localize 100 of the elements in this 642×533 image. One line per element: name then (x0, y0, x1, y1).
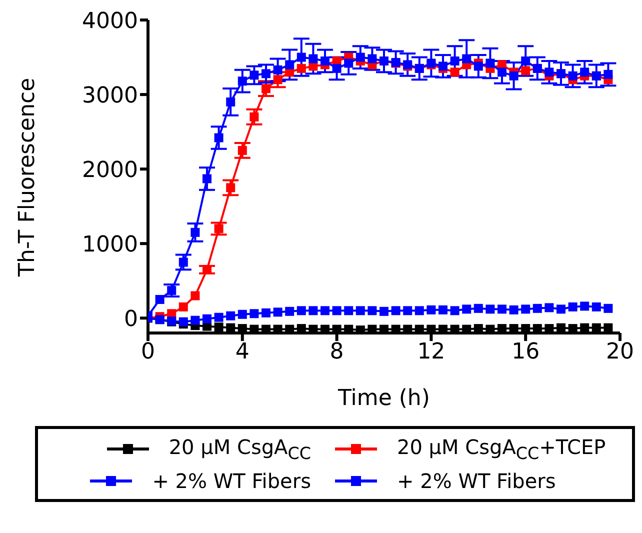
point (604, 323, 613, 332)
point (568, 71, 578, 80)
point (391, 306, 400, 316)
point (356, 306, 365, 316)
point (190, 316, 200, 325)
point (604, 70, 613, 79)
point (285, 60, 294, 70)
point (320, 56, 330, 66)
y-tick-label: 3000 (82, 83, 138, 108)
point (202, 314, 212, 324)
point (238, 146, 247, 155)
point (521, 66, 530, 76)
point (368, 306, 377, 316)
point (438, 305, 448, 314)
point (250, 112, 259, 122)
point (474, 62, 483, 71)
point (544, 68, 554, 77)
point (332, 64, 342, 73)
point (262, 84, 270, 94)
point (238, 76, 247, 86)
point (380, 306, 388, 316)
x-tick-label: 4 (235, 340, 250, 365)
point (214, 322, 224, 332)
point (226, 311, 236, 320)
point (344, 58, 354, 68)
point (462, 304, 472, 314)
point (250, 70, 259, 80)
point (296, 52, 306, 62)
point (155, 294, 164, 304)
point (332, 306, 342, 316)
point (509, 71, 518, 80)
point (308, 54, 318, 64)
x-tick-label: 20 (606, 340, 634, 365)
point (521, 56, 530, 66)
legend-label: + 2% WT Fibers (397, 469, 556, 493)
point (296, 64, 306, 73)
legend-label: 20 μM CsgA$_{CC}$ (168, 435, 311, 463)
point (226, 323, 236, 332)
point (498, 68, 506, 77)
point (214, 224, 224, 234)
point (509, 305, 518, 314)
point (414, 306, 424, 316)
point (214, 133, 224, 142)
legend-label: 20 μM CsgA$_{CC}$+TCEP (397, 435, 606, 463)
x-tick-label: 16 (512, 340, 540, 365)
x-tick-label: 8 (330, 340, 344, 365)
point (167, 286, 176, 296)
point (580, 323, 590, 332)
point (544, 303, 554, 312)
y-tick-label: 0 (124, 306, 138, 332)
legend-label: + 2% WT Fibers (152, 469, 311, 493)
point (344, 306, 354, 316)
x-tick-label: 12 (417, 340, 446, 365)
point (202, 174, 212, 184)
point (604, 304, 613, 313)
point (190, 291, 200, 300)
point (190, 228, 200, 237)
point (498, 304, 506, 314)
point (474, 304, 483, 313)
point (178, 302, 188, 312)
point (450, 306, 460, 316)
point (273, 75, 282, 84)
y-tick-label: 4000 (82, 8, 138, 34)
point (226, 183, 236, 192)
point (556, 304, 566, 314)
point (296, 306, 306, 316)
point (262, 308, 270, 318)
point (592, 302, 601, 312)
y-tick-label: 2000 (82, 158, 138, 183)
point (273, 65, 282, 74)
point (450, 68, 460, 77)
y-tick-label: 1000 (82, 232, 138, 258)
point (556, 323, 566, 332)
point (486, 58, 495, 68)
point (450, 56, 460, 66)
x-axis-title: Time (h) (337, 386, 430, 411)
point (178, 258, 188, 267)
point (214, 312, 224, 322)
x-tick-label: 0 (141, 340, 155, 365)
point (580, 302, 590, 311)
point (356, 52, 365, 62)
point (403, 306, 412, 316)
point (568, 302, 578, 312)
point (226, 97, 236, 106)
point (238, 310, 247, 319)
point (426, 305, 436, 314)
point (486, 304, 495, 314)
point (320, 306, 330, 316)
point (178, 317, 188, 326)
point (521, 304, 530, 314)
point (285, 306, 294, 316)
point (368, 54, 377, 64)
point (462, 54, 472, 64)
point (580, 68, 590, 77)
point (308, 306, 318, 316)
point (532, 304, 542, 313)
point (273, 308, 282, 317)
point (250, 309, 259, 318)
point (592, 323, 601, 332)
y-axis-title: Th-T Fluorescence (14, 78, 40, 278)
